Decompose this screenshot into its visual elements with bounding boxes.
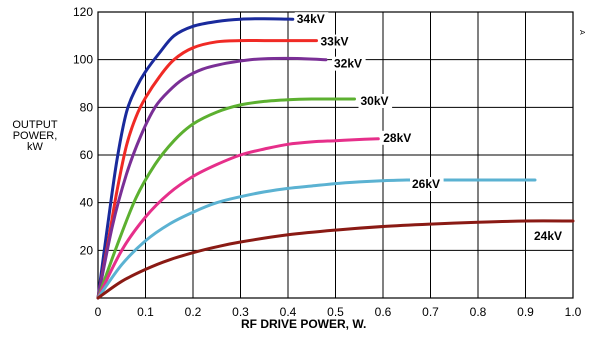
x-tick-label: 0.8	[470, 305, 487, 319]
series-line-30kv	[96, 97, 356, 300]
y-axis-label: OUTPUT POWER, kW	[4, 120, 66, 153]
y-axis-label-line: POWER,	[12, 130, 58, 142]
series-line-28kv	[96, 137, 380, 300]
series-label-background	[358, 93, 393, 108]
series-line-32kv	[96, 56, 328, 300]
x-tick-label: 0	[95, 305, 102, 319]
y-tick-label: 20	[80, 243, 94, 257]
y-tick-label: 80	[80, 100, 94, 114]
series-label-34kv: 34kV	[297, 12, 325, 26]
x-tick-label: 0.7	[422, 305, 439, 319]
series-label-24kv: 24kV	[534, 229, 562, 243]
series-label-32kv: 32kV	[334, 57, 362, 71]
chart-series	[96, 17, 575, 300]
series-label-26kv: 26kV	[412, 177, 440, 191]
x-tick-label: 0.3	[232, 305, 249, 319]
series-label-33kv: 33kV	[321, 35, 349, 49]
series-line-34kv	[96, 17, 295, 300]
series-label-background	[532, 229, 566, 244]
series-label-background	[332, 56, 366, 71]
x-tick-label: 0.4	[280, 305, 297, 319]
series-label-background	[318, 34, 353, 49]
chart-grid	[97, 11, 574, 299]
series-line-24kv	[96, 219, 575, 300]
x-tick-label: 0.2	[185, 305, 202, 319]
series-label-background	[410, 177, 444, 192]
x-tick-label: 0.5	[327, 305, 344, 319]
x-tick-label: 1.0	[565, 305, 582, 319]
series-label-30kv: 30kV	[361, 94, 389, 108]
x-tick-label: 0.1	[137, 305, 154, 319]
x-axis-label: RF DRIVE POWER, W.	[241, 317, 367, 331]
y-axis-label-line: kW	[27, 141, 43, 153]
x-axis-ticks: 0 0.1 0.2 0.3 0.4 0.5 0.6 0.7 0.8 0.9 1.0	[95, 305, 582, 319]
y-axis-ticks: 20 40 60 80 100 120	[73, 5, 93, 257]
series-label-28kv: 28kV	[383, 131, 411, 145]
y-tick-label: 100	[73, 53, 93, 67]
x-tick-label: 0.6	[375, 305, 392, 319]
series-label-background	[294, 12, 329, 27]
y-tick-label: 40	[80, 196, 94, 210]
y-axis-label-line: OUTPUT	[12, 119, 58, 131]
y-tick-label: 120	[73, 5, 93, 19]
series-label-background	[381, 130, 415, 145]
series-labels: 34kV 33kV 32kV 30kV 28kV 26kV 24kV	[294, 12, 566, 244]
corner-mark: A	[578, 30, 585, 35]
series-line-33kv	[96, 39, 318, 300]
x-tick-label: 0.9	[517, 305, 534, 319]
y-tick-label: 60	[80, 148, 94, 162]
